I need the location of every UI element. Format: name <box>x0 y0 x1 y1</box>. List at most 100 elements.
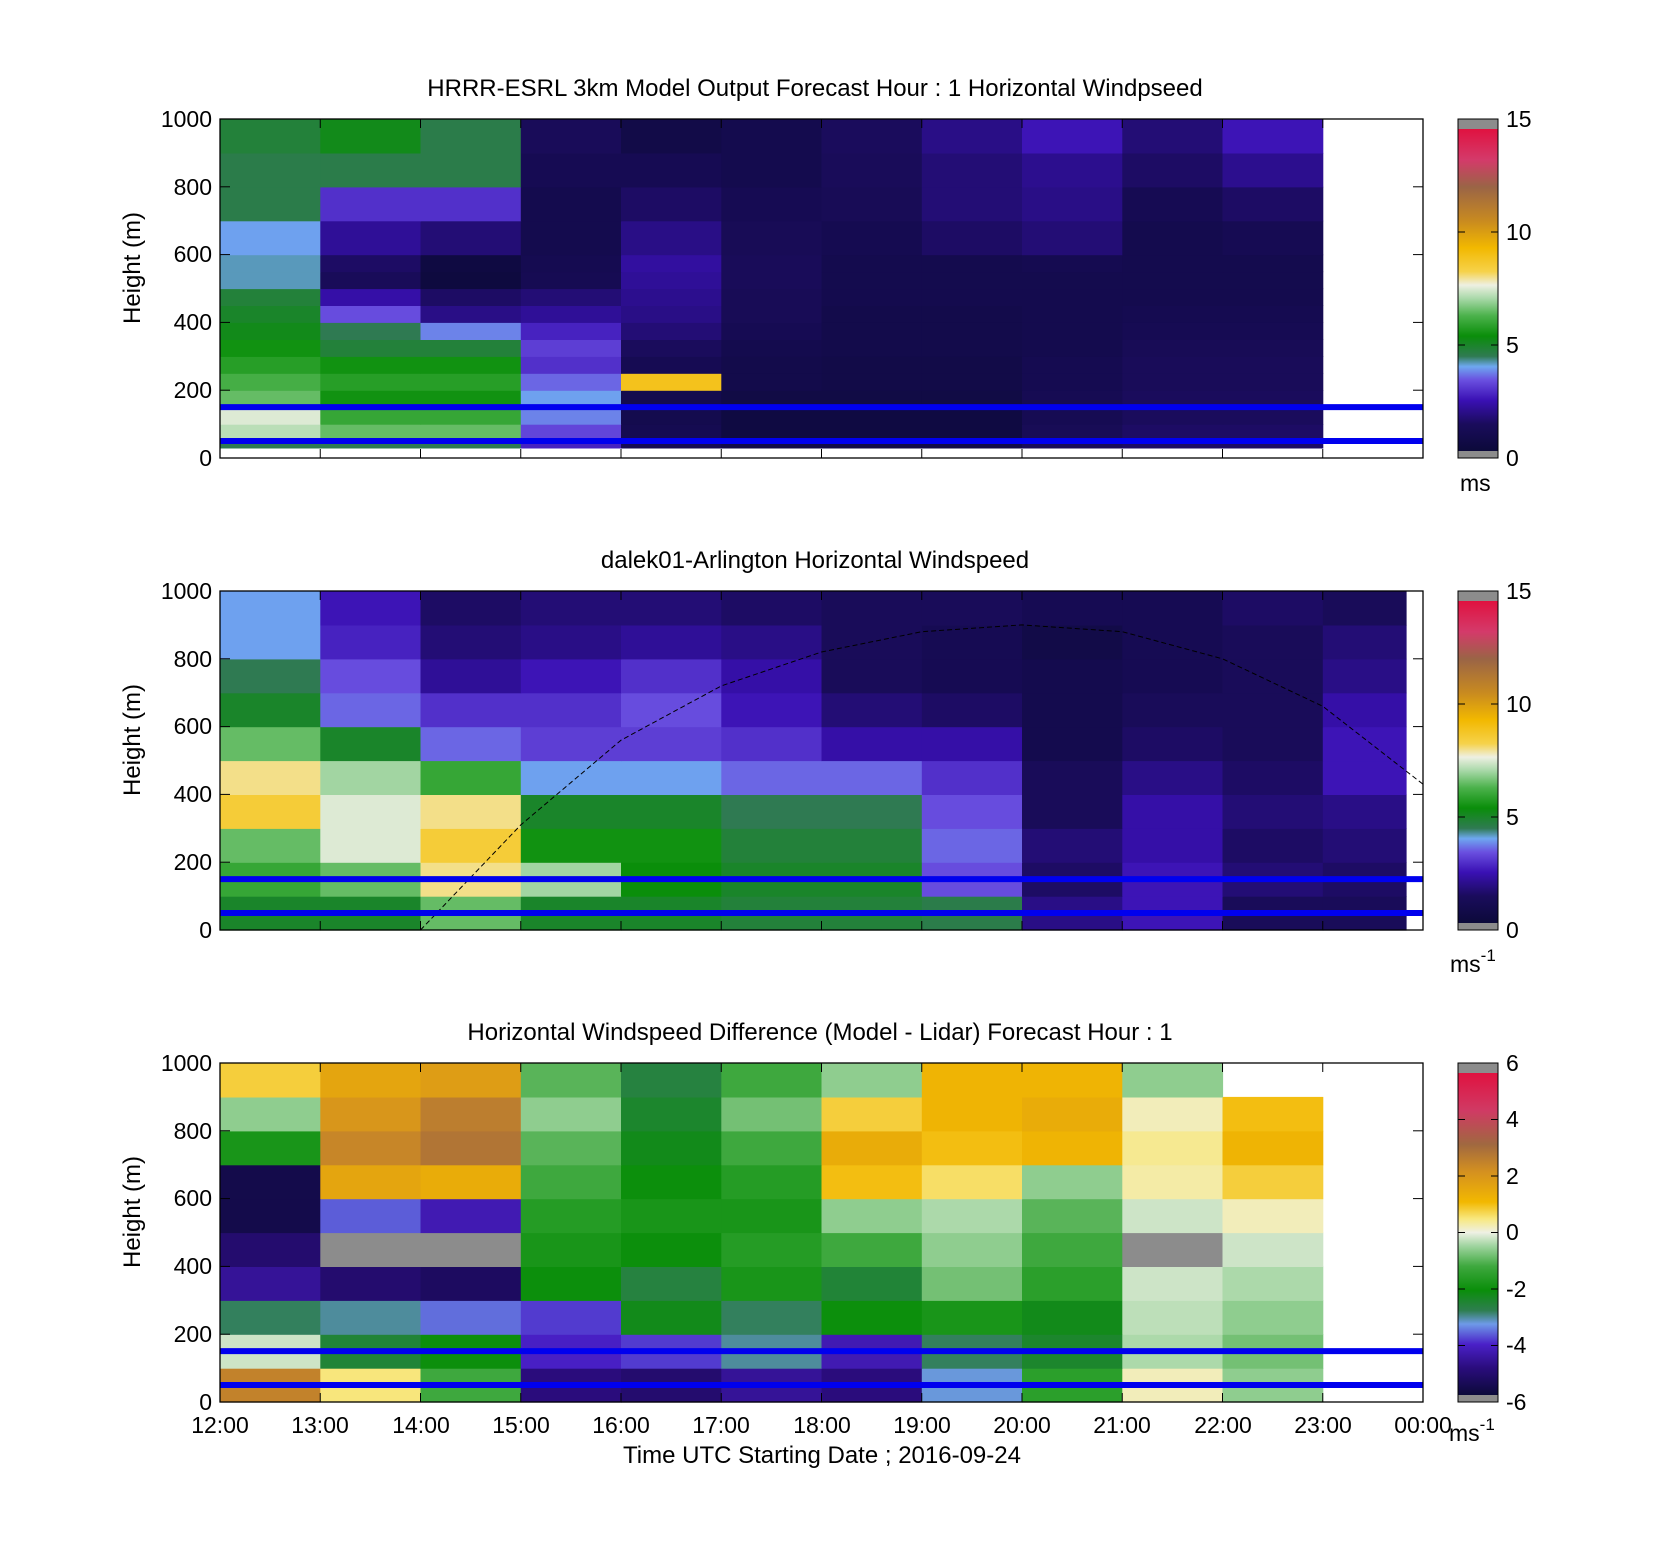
heatmap-cell <box>721 288 823 306</box>
heatmap-cell <box>821 119 923 154</box>
heatmap-cell <box>320 1232 422 1267</box>
x-tick-label: 14:00 <box>392 1412 450 1438</box>
heatmap-cell <box>721 1130 823 1166</box>
heatmap-cell <box>220 271 321 290</box>
heatmap-cell <box>721 692 823 728</box>
y-tick-labels: 0 200 400 600 800 1000 <box>161 106 212 471</box>
heatmap-cell <box>1022 220 1123 256</box>
heatmap-cell <box>420 794 522 829</box>
heatmap-cell <box>1122 760 1224 795</box>
heatmap-cell <box>1122 152 1224 188</box>
colorbar-tick-label: 2 <box>1506 1163 1519 1189</box>
colorbar-tick-label: 4 <box>1506 1106 1519 1132</box>
heatmap-cell <box>621 186 722 222</box>
heatmap-cell <box>721 220 823 256</box>
heatmap-cell <box>320 1198 422 1234</box>
heatmap-cell <box>621 1232 722 1267</box>
heatmap-cell <box>821 271 923 290</box>
colorbar-ticks <box>1458 1062 1498 1403</box>
heatmap-cell <box>1322 726 1407 762</box>
lidar-windspeed-panel: dalek01-Arlington Horizontal Windspeed H… <box>119 547 1532 977</box>
heatmap-cell <box>1222 407 1324 425</box>
colorbar-bar <box>1457 118 1499 459</box>
heatmap-cell <box>420 658 522 694</box>
heatmap-cell <box>1122 220 1224 256</box>
heatmap-cell <box>1022 1266 1123 1301</box>
heatmap-cell <box>821 254 923 273</box>
heatmap-cell <box>1222 591 1324 626</box>
x-tick-label: 00:00 <box>1394 1412 1452 1438</box>
panel-title: HRRR-ESRL 3km Model Output Forecast Hour… <box>427 75 1202 102</box>
heatmap-cell <box>721 424 823 439</box>
reference-lines <box>220 404 1423 445</box>
heatmap-cell <box>821 726 923 762</box>
heatmap-cell <box>821 339 923 357</box>
heatmap-cell <box>1122 254 1224 273</box>
heatmap-cell <box>420 390 522 408</box>
heatmap-cell <box>420 828 522 863</box>
heatmap-cell <box>1322 760 1407 795</box>
heatmap-cell <box>921 119 1023 154</box>
heatmap-cell <box>520 1130 622 1166</box>
heatmap-cell <box>520 1198 622 1234</box>
heatmap-cell <box>1022 152 1123 188</box>
y-tick-label: 0 <box>199 917 212 943</box>
heatmap-cell <box>921 305 1023 323</box>
heatmap-cell <box>621 288 722 306</box>
y-tick-label: 400 <box>174 309 212 335</box>
heatmap-cell <box>220 424 321 439</box>
heatmap-cell <box>821 186 923 222</box>
colorbar-ticks <box>1458 590 1498 931</box>
heatmap-cell <box>821 407 923 425</box>
heatmap-cell <box>1122 271 1224 290</box>
heatmap-cell <box>420 305 522 323</box>
heatmap-cell <box>320 1130 422 1166</box>
heatmap-cell <box>921 591 1023 626</box>
heatmap-cell <box>921 760 1023 795</box>
heatmap-cell <box>1122 305 1224 323</box>
heatmap-cell <box>821 794 923 829</box>
heatmap-cell <box>520 692 622 728</box>
heatmap-cell <box>721 794 823 829</box>
heatmap-cell <box>921 407 1023 425</box>
heatmap-cell <box>520 591 622 626</box>
colorbar-unit-exponent: -1 <box>1480 1415 1495 1434</box>
heatmap-cell <box>621 322 722 340</box>
colorbar: -6 -4 -2 0 2 4 6 ms-1 <box>1449 1050 1527 1446</box>
heatmap-cell <box>1122 356 1224 374</box>
heatmap-cell <box>320 339 422 357</box>
heatmap-cell <box>520 828 622 863</box>
colorbar-tick-label: 5 <box>1506 332 1519 358</box>
heatmap-cell <box>721 271 823 290</box>
heatmap-cell <box>1022 390 1123 408</box>
colorbar-unit-base: ms <box>1449 1420 1480 1446</box>
colorbar-unit-exponent: -1 <box>1481 946 1496 965</box>
heatmap-cell <box>520 1096 622 1132</box>
heatmap-cell <box>721 726 823 762</box>
heatmap-cell <box>721 1164 823 1200</box>
heatmap-cell <box>921 390 1023 408</box>
heatmap-cell <box>1222 356 1324 374</box>
heatmap-cell <box>1122 1096 1224 1132</box>
heatmap-cell <box>721 591 823 626</box>
heatmap-cell <box>821 1300 923 1335</box>
heatmap-cell <box>320 658 422 694</box>
heatmap-cell <box>520 322 622 340</box>
heatmap-cell <box>520 271 622 290</box>
heatmap-cell <box>1122 1164 1224 1200</box>
heatmap-cell <box>520 1232 622 1267</box>
heatmap-cell <box>1222 1300 1324 1335</box>
heatmap-cell <box>621 658 722 694</box>
heatmap-cell <box>921 794 1023 829</box>
heatmap-cell <box>621 356 722 374</box>
heatmap-cell <box>621 794 722 829</box>
heatmap-cell <box>1222 119 1324 154</box>
heatmap-cell <box>1122 692 1224 728</box>
heatmap-cell <box>1122 726 1224 762</box>
heatmap-cell <box>1222 186 1324 222</box>
x-axis-label: Time UTC Starting Date ; 2016-09-24 <box>623 1442 1021 1469</box>
panel-title: Horizontal Windspeed Difference (Model -… <box>467 1019 1172 1046</box>
heatmap-cell <box>621 828 722 863</box>
heatmap-cell <box>921 288 1023 306</box>
heatmap-cell <box>520 186 622 222</box>
